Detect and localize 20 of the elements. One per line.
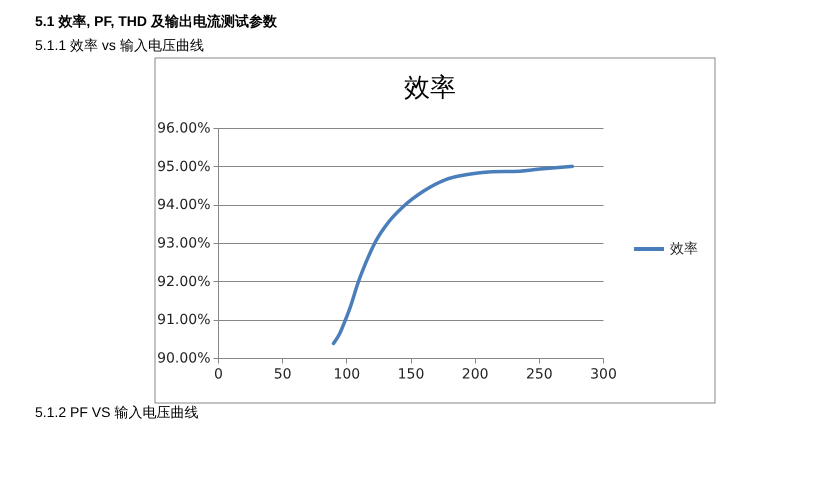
x-tick-label: 200 bbox=[462, 366, 489, 382]
x-tick-label: 0 bbox=[214, 366, 223, 382]
text: 5.1 效率, PF, THD 及输出电流测试参数 bbox=[35, 13, 278, 29]
chart-title: 效率 bbox=[404, 73, 456, 103]
legend-label: 效率 bbox=[670, 241, 698, 257]
y-tick-label: 95.00% bbox=[157, 158, 210, 175]
x-tick-label: 300 bbox=[590, 366, 617, 382]
y-tick-label: 91.00% bbox=[157, 312, 210, 328]
y-tick-label: 94.00% bbox=[157, 197, 210, 214]
line-series bbox=[332, 164, 574, 346]
text: 5.1.1 效率 vs 输入电压曲线 bbox=[35, 37, 204, 53]
y-tick-label: 93.00% bbox=[157, 236, 210, 252]
y-tick-label: 92.00% bbox=[157, 274, 210, 290]
x-tick-label: 100 bbox=[333, 366, 360, 382]
x-tick-label: 50 bbox=[274, 366, 292, 382]
x-tick-label: 150 bbox=[398, 366, 424, 382]
text: 5.1.2 PF VS 输入电压曲线 bbox=[35, 404, 198, 420]
x-tick-label: 250 bbox=[526, 366, 553, 382]
y-tick-label: 96.00% bbox=[157, 120, 210, 136]
y-tick-label: 90.00% bbox=[157, 350, 210, 366]
